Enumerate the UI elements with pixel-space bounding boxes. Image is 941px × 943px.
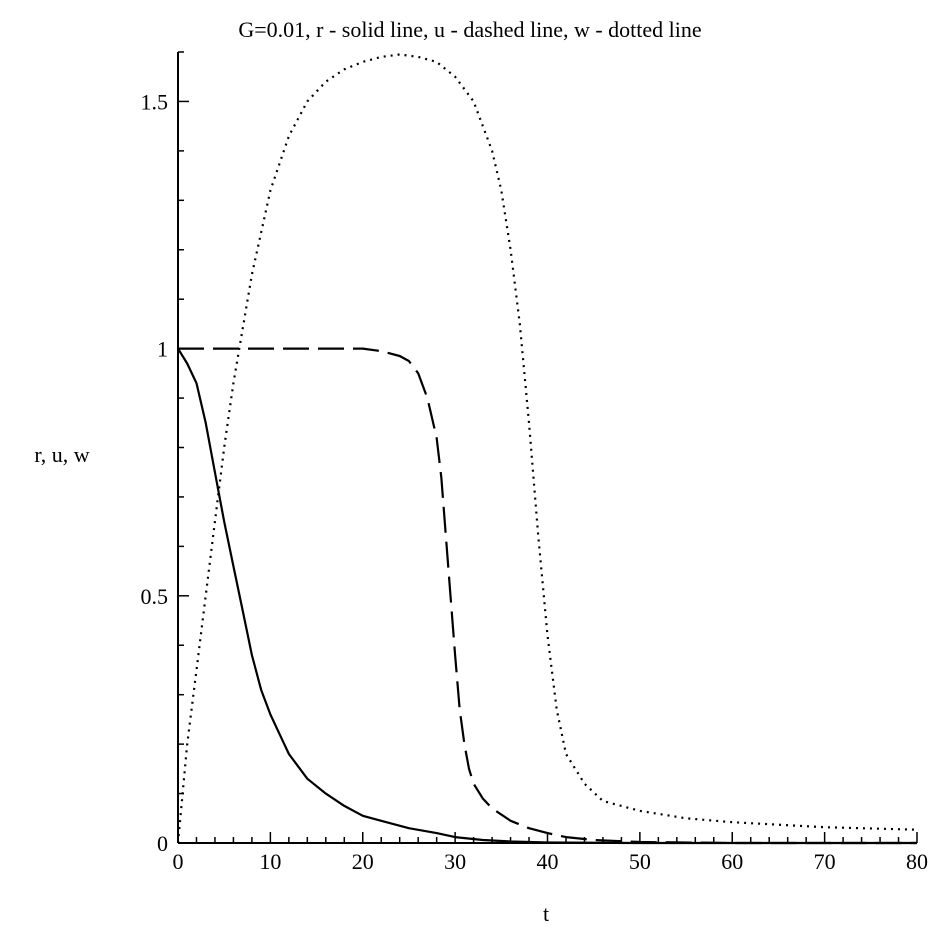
x-tick-label: 10 — [259, 849, 281, 874]
series-r-line — [177, 348, 917, 845]
x-tick-label: 0 — [173, 849, 184, 874]
series-w-line — [176, 53, 918, 844]
series-u-line — [178, 347, 917, 845]
x-tick-label: 50 — [629, 849, 651, 874]
y-tick-label: 1.5 — [141, 89, 169, 114]
axes: 0 10 20 30 40 50 60 70 80 0 0.5 1 1.5 — [141, 51, 928, 874]
x-tick-label: 30 — [444, 849, 466, 874]
y-tick-label: 1 — [157, 337, 168, 362]
y-tick-label: 0 — [157, 831, 168, 856]
y-axis-label: r, u, w — [34, 442, 89, 467]
x-tick-label: 20 — [352, 849, 374, 874]
x-tick-label: 70 — [814, 849, 836, 874]
x-tick-label: 80 — [906, 849, 928, 874]
y-tick-label: 0.5 — [141, 584, 169, 609]
chart-title: G=0.01, r - solid line, u - dashed line,… — [238, 17, 701, 42]
x-tick-label: 40 — [537, 849, 559, 874]
series-group — [176, 53, 918, 845]
x-axis-label: t — [543, 901, 549, 926]
x-tick-label: 60 — [721, 849, 743, 874]
